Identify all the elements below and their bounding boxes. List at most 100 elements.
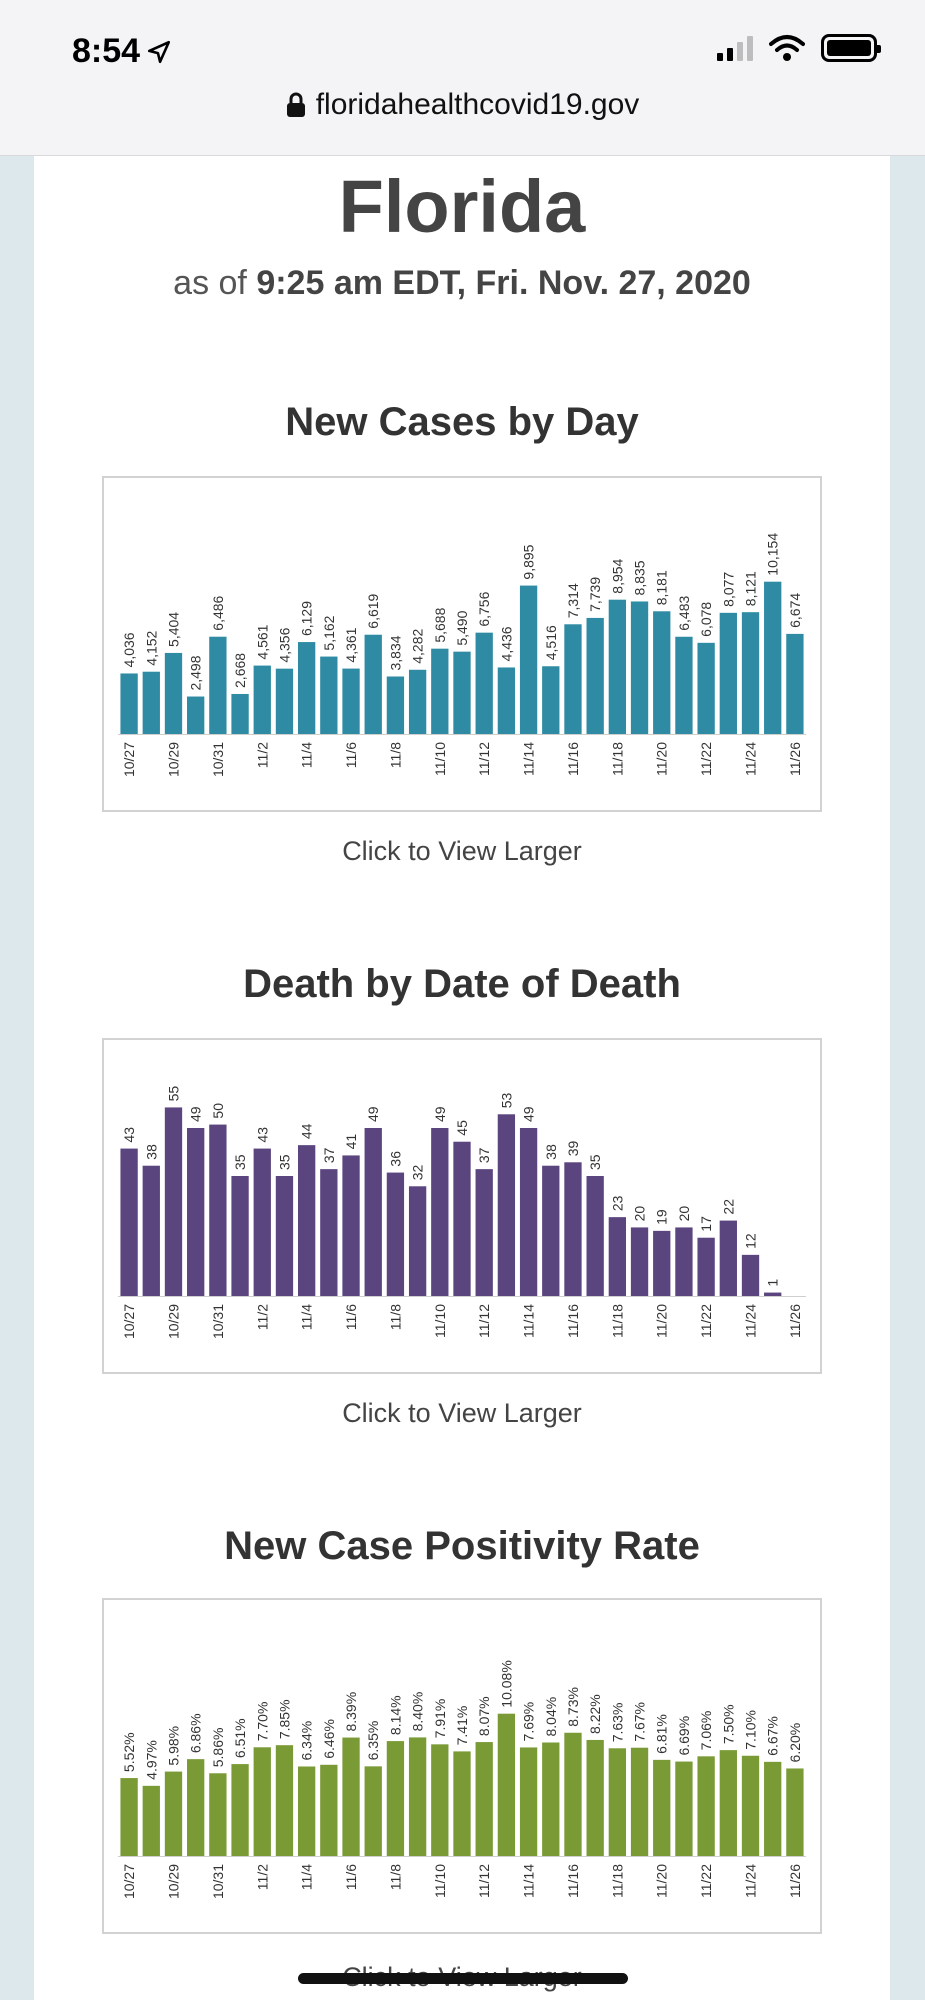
deaths-tick-label: 11/18 [609, 1304, 625, 1338]
positivity-data-label: 7.67% [632, 1702, 648, 1742]
deaths-bar [231, 1176, 249, 1296]
new-cases-tick-label: 11/4 [299, 742, 315, 768]
new-cases-tick-label: 11/18 [609, 742, 625, 776]
new-cases-data-label: 4,356 [276, 627, 292, 662]
new-cases-data-label: 2,498 [188, 655, 204, 690]
deaths-chart-svg: 43 38 55 49 50 35 43 35 44 37 41 49 36 32 49 45 37 53 49 38… [118, 1086, 806, 1339]
new-cases-tick-label: 11/8 [387, 742, 403, 768]
deaths-view-larger-link[interactable]: Click to View Larger [342, 1398, 582, 1428]
positivity-data-label: 7.85% [276, 1699, 292, 1739]
new-cases-bar [342, 668, 360, 734]
deaths-chart[interactable]: 43 38 55 49 50 35 43 35 44 37 41 49 36 32 49 45 37 53 49 38… [102, 1038, 822, 1374]
status-icons [717, 34, 881, 62]
positivity-tick-label: 11/6 [343, 1864, 359, 1890]
new-cases-bar [209, 636, 227, 734]
new-cases-chart[interactable]: 4,036 4,152 5,404 2,498 6,486 2,668 4,561 4,356… [102, 476, 822, 812]
deaths-tick-label: 10/31 [210, 1304, 226, 1339]
new-cases-data-label: 6,078 [698, 602, 714, 637]
deaths-data-label: 1 [765, 1279, 781, 1287]
new-cases-data-label: 5,162 [321, 615, 337, 650]
positivity-tick-label: 10/27 [121, 1864, 137, 1899]
positivity-chart-title: New Case Positivity Rate [224, 1524, 700, 1568]
new-cases-data-label: 8,835 [632, 560, 648, 595]
lock-icon [286, 92, 305, 117]
positivity-chart[interactable]: 5.52% 4.97% 5.98% 6.86% 5.86% 6.51% 7.70% 7.85%… [102, 1598, 822, 1934]
positivity-data-label: 7.10% [743, 1710, 759, 1750]
home-indicator[interactable] [298, 1973, 628, 1984]
positivity-bar [630, 1747, 649, 1856]
positivity-bar [542, 1742, 560, 1856]
new-cases-data-label: 6,486 [210, 595, 226, 630]
new-cases-bar [497, 667, 516, 734]
deaths-tick-label: 11/24 [743, 1304, 759, 1338]
deaths-bar [519, 1128, 538, 1296]
new-cases-data-label: 4,436 [498, 626, 514, 661]
positivity-bar [408, 1737, 427, 1856]
deaths-tick-label: 11/8 [387, 1304, 403, 1330]
deaths-bar [475, 1169, 493, 1296]
positivity-bar [120, 1778, 138, 1856]
deaths-data-label: 35 [276, 1154, 292, 1170]
new-cases-bar [142, 671, 160, 734]
new-cases-tick-label: 11/14 [521, 742, 537, 776]
positivity-bar [764, 1761, 782, 1856]
positivity-tick-label: 11/18 [609, 1864, 625, 1898]
new-cases-bar [386, 676, 405, 734]
positivity-tick-label: 11/14 [521, 1864, 537, 1898]
positivity-tick-label: 11/12 [476, 1864, 492, 1898]
deaths-data-label: 37 [476, 1147, 492, 1163]
deaths-bar [497, 1114, 516, 1296]
deaths-data-label: 39 [565, 1141, 581, 1157]
new-cases-tick-label: 11/16 [565, 742, 581, 776]
deaths-data-label: 45 [454, 1120, 470, 1136]
positivity-tick-label: 11/8 [387, 1864, 403, 1890]
as-of-value: 9:25 am EDT, Fri. Nov. 27, 2020 [256, 264, 751, 302]
new-cases-data-label: 4,152 [143, 630, 159, 665]
positivity-data-label: 5.52% [121, 1732, 137, 1772]
positivity-data-label: 8.73% [565, 1687, 581, 1727]
deaths-data-label: 49 [365, 1106, 381, 1122]
url-text: floridahealthcovid19.gov [315, 88, 640, 121]
address-bar[interactable]: floridahealthcovid19.gov [0, 88, 925, 122]
positivity-tick-label: 11/16 [565, 1864, 581, 1898]
positivity-bar [231, 1764, 249, 1856]
positivity-bar [142, 1785, 160, 1856]
deaths-data-label: 38 [143, 1144, 159, 1160]
deaths-data-label: 23 [609, 1195, 625, 1211]
new-cases-bar [475, 632, 493, 734]
new-cases-data-label: 7,739 [587, 577, 603, 612]
new-cases-tick-label: 10/29 [165, 742, 181, 777]
positivity-data-label: 6.67% [765, 1716, 781, 1756]
deaths-data-label: 19 [654, 1209, 670, 1225]
new-cases-data-label: 8,181 [654, 570, 670, 605]
positivity-bar [697, 1756, 715, 1856]
deaths-data-label: 35 [232, 1154, 248, 1170]
new-cases-data-label: 4,036 [121, 632, 137, 667]
deaths-bar [209, 1124, 227, 1296]
deaths-bar [297, 1145, 316, 1296]
deaths-data-label: 20 [676, 1206, 692, 1222]
deaths-tick-label: 11/20 [654, 1304, 670, 1338]
new-cases-view-larger-link[interactable]: Click to View Larger [342, 836, 582, 866]
new-cases-tick-label: 11/12 [476, 742, 492, 776]
deaths-bar [120, 1148, 138, 1296]
deaths-bar [697, 1237, 715, 1296]
new-cases-data-label: 4,282 [410, 629, 426, 664]
new-cases-bar [431, 648, 449, 734]
new-cases-bar [586, 617, 604, 734]
new-cases-data-label: 4,361 [343, 627, 359, 662]
new-cases-bar [719, 612, 737, 734]
positivity-data-label: 5.86% [210, 1728, 226, 1768]
positivity-data-label: 10.08% [498, 1660, 514, 1707]
page-title: Florida [338, 165, 586, 248]
positivity-data-label: 7.63% [609, 1703, 625, 1743]
deaths-tick-label: 11/16 [565, 1304, 581, 1338]
positivity-bar [164, 1771, 183, 1856]
deaths-tick-label: 11/26 [787, 1304, 803, 1338]
deaths-data-label: 32 [410, 1165, 426, 1181]
new-cases-bar [542, 666, 560, 734]
new-cases-bar [697, 642, 715, 734]
new-cases-chart-title: New Cases by Day [285, 400, 639, 444]
positivity-data-label: 6.81% [654, 1714, 670, 1754]
deaths-bar [142, 1165, 160, 1296]
